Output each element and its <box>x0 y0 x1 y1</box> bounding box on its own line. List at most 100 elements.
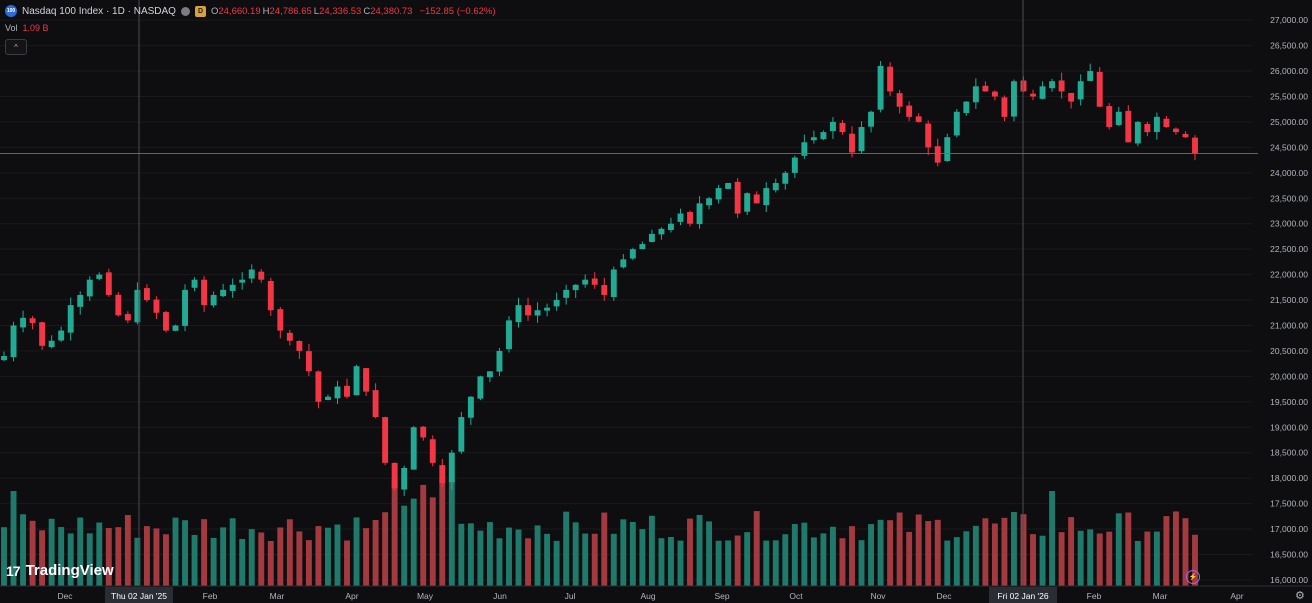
volume-bar <box>687 518 693 586</box>
time-tick-label: Mar <box>270 591 285 601</box>
candle-body <box>1077 81 1084 100</box>
candle-body <box>896 93 903 107</box>
volume-bar <box>953 537 960 586</box>
volume-bar <box>172 517 179 586</box>
volume-bar <box>963 531 970 586</box>
volume-bar <box>1125 512 1132 586</box>
price-axis[interactable]: 27,000.00 26,500.00 26,000.00 25,500.00 25,0… <box>1258 0 1312 586</box>
candle-body <box>1011 81 1017 117</box>
volume-bar <box>553 540 560 586</box>
candle-body <box>458 417 465 452</box>
gear-icon[interactable]: ⚙ <box>1295 590 1305 602</box>
time-tick-label: Jun <box>493 591 507 601</box>
lightning-icon[interactable]: ⚡ <box>1186 570 1200 584</box>
volume-bar <box>210 537 217 586</box>
price-change: −152.85 (−0.62%) <box>419 5 496 17</box>
volume-bar <box>1087 529 1094 586</box>
volume-bar <box>372 519 379 586</box>
volume-bar <box>753 511 760 586</box>
tradingview-logo[interactable]: 17 TradingView <box>6 562 114 579</box>
volume-bar <box>391 480 398 586</box>
price-tick-label: 26,000.00 <box>1270 66 1308 76</box>
candle-body <box>1096 71 1103 107</box>
volume-legend[interactable]: Vol 1.09 B <box>5 23 49 33</box>
price-tick-label: 26,500.00 <box>1270 41 1308 51</box>
price-tick-label: 17,000.00 <box>1270 524 1308 534</box>
candle-body <box>467 396 474 418</box>
symbol-title[interactable]: Nasdaq 100 Index · 1D · NASDAQ <box>22 5 176 17</box>
candle-body <box>534 310 541 316</box>
volume-bar <box>48 518 55 586</box>
candle-body <box>687 212 693 224</box>
time-tick-label: Apr <box>1230 591 1243 601</box>
volume-bar <box>801 522 808 586</box>
volume-bar <box>591 533 598 586</box>
candle-body <box>601 285 608 295</box>
candle-body <box>163 312 169 331</box>
collapse-legend-button[interactable]: ^ <box>5 39 27 55</box>
volume-bar <box>1134 540 1141 586</box>
volume-bar <box>1153 531 1160 586</box>
time-tick-label: May <box>417 591 434 601</box>
volume-bar <box>267 540 274 586</box>
time-axis-bg <box>0 586 1312 603</box>
time-axis[interactable]: Dec Thu 02 Jan '25 Feb Mar Apr May Jun Jul Aug Se… <box>0 585 1312 603</box>
volume-bar <box>1096 533 1103 586</box>
candle-body <box>906 105 913 117</box>
candle-body <box>553 300 560 307</box>
volume-bar <box>20 514 27 586</box>
candle-body <box>220 289 227 297</box>
volume-bar <box>363 528 370 586</box>
volume-bar <box>915 514 922 586</box>
candle-body <box>972 86 979 103</box>
last-price-line: 24,380.731.09 B <box>0 146 1310 541</box>
volume-bar <box>286 519 293 586</box>
candle-body <box>563 289 570 298</box>
volume-bar <box>229 518 236 586</box>
candle-body <box>248 269 255 279</box>
candle-body <box>20 317 27 328</box>
volume-bar <box>620 519 627 586</box>
volume-bar <box>201 519 208 586</box>
volume-bar <box>239 538 246 586</box>
candle-body <box>1106 106 1113 128</box>
volume-bar <box>324 527 331 586</box>
volume-bar <box>1077 530 1084 586</box>
volume-bar <box>191 534 198 586</box>
candle-body <box>229 284 236 291</box>
volume-bar <box>258 532 265 586</box>
volume-bar <box>849 526 855 586</box>
candle-body <box>210 294 217 306</box>
volume-bar <box>887 520 894 586</box>
volume-bar <box>658 538 665 586</box>
time-tick-label: Oct <box>789 591 803 601</box>
price-axis-bg <box>1258 0 1312 586</box>
candle-body <box>496 350 503 372</box>
candle-body <box>39 322 46 346</box>
volume-bar <box>477 530 484 586</box>
candle-body <box>639 244 646 250</box>
candle-body <box>1134 121 1141 144</box>
volume-bar <box>496 538 503 586</box>
price-tick-label: 24,000.00 <box>1270 168 1308 178</box>
volume-bar <box>448 480 455 586</box>
volume-bar <box>163 534 169 586</box>
volume-bar <box>944 540 951 586</box>
time-highlight-bg <box>105 587 173 603</box>
volume-bar <box>629 521 636 586</box>
candle-body <box>582 279 589 285</box>
candle-body <box>1 356 7 361</box>
volume-bar <box>1068 517 1075 586</box>
time-tick-label: Jul <box>565 591 576 601</box>
symbol-legend[interactable]: 100 Nasdaq 100 Index · 1D · NASDAQ D O24… <box>5 5 496 17</box>
volume-bar <box>677 540 684 586</box>
price-tick-label: 27,000.00 <box>1270 15 1308 25</box>
ohlc-values: O24,660.19 H24,786.65 L24,336.53 C24,380.73 <box>211 6 415 17</box>
candle-body <box>506 320 512 350</box>
candle-body <box>96 274 103 279</box>
volume-bar <box>734 535 741 586</box>
time-tick-label: Fri 02 Jan '26 <box>997 591 1049 601</box>
candle-body <box>868 111 875 127</box>
time-tick-label: Feb <box>1087 591 1102 601</box>
